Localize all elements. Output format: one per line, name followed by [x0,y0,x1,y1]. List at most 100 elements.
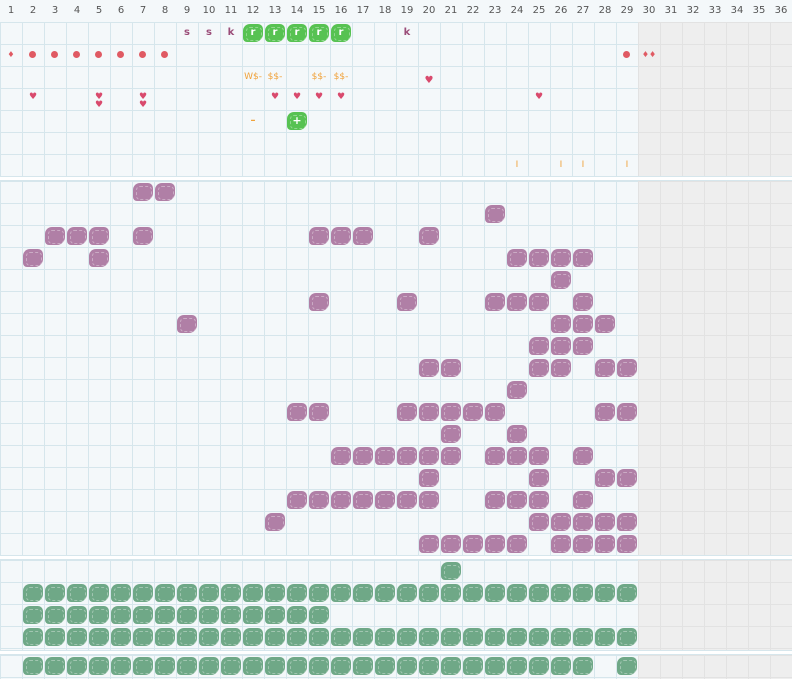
purple-event-block[interactable] [529,491,549,509]
green-event-block[interactable] [331,584,351,602]
green-summary-block[interactable] [529,657,549,675]
heart-marker[interactable]: ♥ [336,92,346,102]
letter-marker[interactable]: k [227,27,235,38]
purple-event-block[interactable] [529,359,549,377]
green-summary-block[interactable] [45,657,65,675]
green-summary-block[interactable] [199,657,219,675]
green-event-block[interactable] [155,628,175,646]
green-summary-block[interactable] [177,657,197,675]
green-event-block[interactable] [573,584,593,602]
green-event-block[interactable] [287,628,307,646]
purple-event-block[interactable] [551,249,571,267]
green-event-block[interactable] [441,562,461,580]
purple-event-block[interactable] [485,535,505,553]
purple-event-block[interactable] [375,447,395,465]
dash-marker[interactable]: – [250,115,256,126]
purple-event-block[interactable] [551,271,571,289]
purple-event-block[interactable] [595,469,615,487]
purple-event-block[interactable] [551,513,571,531]
green-r-marker[interactable]: r [331,24,351,42]
green-event-block[interactable] [287,584,307,602]
red-dot-marker[interactable] [161,51,168,58]
green-event-block[interactable] [551,628,571,646]
green-summary-block[interactable] [89,657,109,675]
purple-event-block[interactable] [331,447,351,465]
purple-event-block[interactable] [573,535,593,553]
green-event-block[interactable] [331,628,351,646]
green-event-block[interactable] [23,606,43,624]
green-event-block[interactable] [463,584,483,602]
green-r-marker[interactable]: r [243,24,263,42]
purple-event-block[interactable] [573,337,593,355]
purple-event-block[interactable] [353,491,373,509]
purple-event-block[interactable] [485,403,505,421]
green-event-block[interactable] [243,584,263,602]
green-summary-block[interactable] [441,657,461,675]
red-dot-marker[interactable] [623,51,630,58]
green-event-block[interactable] [133,628,153,646]
purple-event-block[interactable] [507,447,527,465]
purple-event-block[interactable] [529,337,549,355]
purple-event-block[interactable] [551,535,571,553]
purple-event-block[interactable] [463,403,483,421]
green-event-block[interactable] [177,584,197,602]
green-event-block[interactable] [529,584,549,602]
purple-event-block[interactable] [529,249,549,267]
green-event-block[interactable] [375,628,395,646]
purple-event-block[interactable] [375,491,395,509]
purple-event-block[interactable] [441,359,461,377]
purple-event-block[interactable] [595,513,615,531]
purple-event-block[interactable] [529,513,549,531]
purple-event-block[interactable] [507,249,527,267]
green-event-block[interactable] [221,628,241,646]
purple-event-block[interactable] [419,535,439,553]
green-event-block[interactable] [397,628,417,646]
dollar-marker[interactable]: $$- [311,72,327,82]
green-event-block[interactable] [265,584,285,602]
green-summary-block[interactable] [243,657,263,675]
green-summary-block[interactable] [23,657,43,675]
green-summary-block[interactable] [67,657,87,675]
bar-marker[interactable]: I [515,160,519,170]
green-summary-block[interactable] [463,657,483,675]
red-drop-marker[interactable]: ♦♦ [641,50,657,59]
purple-event-block[interactable] [133,183,153,201]
purple-event-block[interactable] [617,535,637,553]
green-event-block[interactable] [485,628,505,646]
purple-event-block[interactable] [617,513,637,531]
green-event-block[interactable] [353,628,373,646]
green-event-block[interactable] [45,628,65,646]
green-r-marker[interactable]: r [287,24,307,42]
purple-event-block[interactable] [133,227,153,245]
purple-event-block[interactable] [397,447,417,465]
purple-event-block[interactable] [573,447,593,465]
green-event-block[interactable] [617,628,637,646]
green-event-block[interactable] [441,628,461,646]
green-summary-block[interactable] [375,657,395,675]
purple-event-block[interactable] [529,469,549,487]
purple-event-block[interactable] [287,491,307,509]
purple-event-block[interactable] [595,315,615,333]
green-summary-block[interactable] [397,657,417,675]
purple-event-block[interactable] [617,359,637,377]
green-event-block[interactable] [67,584,87,602]
green-event-block[interactable] [155,584,175,602]
green-r-marker[interactable]: r [265,24,285,42]
green-event-block[interactable] [221,584,241,602]
red-dot-marker[interactable] [73,51,80,58]
green-event-block[interactable] [111,606,131,624]
purple-event-block[interactable] [507,425,527,443]
heart-marker[interactable]: ♥​♥ [138,92,148,110]
green-event-block[interactable] [265,606,285,624]
purple-event-block[interactable] [617,403,637,421]
purple-event-block[interactable] [573,513,593,531]
purple-event-block[interactable] [331,491,351,509]
green-summary-block[interactable] [309,657,329,675]
purple-event-block[interactable] [353,447,373,465]
green-event-block[interactable] [309,628,329,646]
purple-event-block[interactable] [551,315,571,333]
purple-event-block[interactable] [529,293,549,311]
purple-event-block[interactable] [507,381,527,399]
purple-event-block[interactable] [155,183,175,201]
purple-event-block[interactable] [331,227,351,245]
